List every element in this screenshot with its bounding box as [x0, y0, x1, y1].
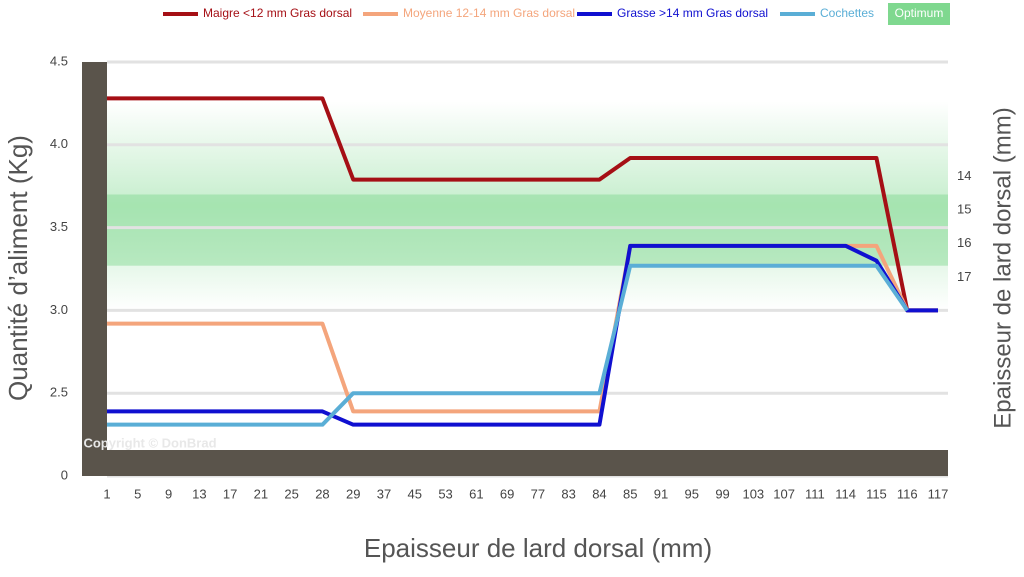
- x-tick-label: 95: [685, 486, 699, 501]
- y-tick-label: 0: [61, 467, 68, 482]
- y-tick-label: 2.5: [50, 385, 68, 400]
- axis-bar: [82, 62, 107, 476]
- y2-tick-label: 16: [957, 235, 971, 250]
- x-tick-label: 37: [377, 486, 391, 501]
- x-tick-label: 111: [805, 486, 825, 501]
- legend-label: Grasse >14 mm Gras dorsal: [617, 6, 768, 20]
- y-tick-label: 4.0: [50, 136, 68, 151]
- y2-tick-label: 14: [957, 168, 971, 183]
- x-tick-label: 115: [866, 486, 887, 501]
- x-tick-label: 103: [742, 486, 764, 501]
- y2-tick-label: 17: [957, 269, 971, 284]
- series-line: [107, 96, 938, 313]
- legend-label: Maigre <12 mm Gras dorsal: [203, 6, 352, 20]
- optimum-band: [107, 101, 948, 311]
- x-tick-label: 116: [897, 486, 918, 501]
- x-tick-label: 61: [469, 486, 483, 501]
- watermark: Copyright © DonBrad: [83, 435, 216, 450]
- legend-swatch: [888, 3, 950, 25]
- x-tick-label: 13: [192, 486, 206, 501]
- x-tick-label: 83: [561, 486, 575, 501]
- x-tick-label: 28: [315, 486, 329, 501]
- optimum-core: [107, 194, 948, 266]
- x-tick-label: 91: [654, 486, 668, 501]
- x-tick-label: 114: [835, 486, 856, 501]
- x-tick-label: 1: [103, 486, 110, 501]
- series-line: [107, 243, 938, 427]
- x-tick-label: 117: [928, 486, 949, 501]
- y-tick-label: 3.0: [50, 302, 68, 317]
- series-line: [107, 263, 909, 427]
- legend-label: Cochettes: [820, 6, 874, 20]
- x-tick-label: 107: [773, 486, 795, 501]
- x-tick-label: 53: [438, 486, 452, 501]
- y-axis-title: Quantité d’aliment (Kg): [3, 135, 33, 401]
- x-tick-label: 9: [165, 486, 172, 501]
- x-tick-label: 29: [346, 486, 360, 501]
- x-tick-label: 21: [254, 486, 268, 501]
- legend-label: Moyenne 12-14 mm Gras dorsal: [403, 6, 575, 20]
- x-tick-label: 77: [531, 486, 545, 501]
- x-tick-label: 25: [284, 486, 298, 501]
- y2-axis-title: Epaisseur de lard dorsal (mm): [989, 107, 1016, 428]
- x-tick-label: 69: [500, 486, 514, 501]
- x-axis-title: Epaisseur de lard dorsal (mm): [364, 533, 712, 563]
- y-tick-label: 4.5: [50, 53, 68, 68]
- x-tick-label: 84: [592, 486, 606, 501]
- legend-label: Optimum: [895, 6, 944, 20]
- x-tick-label: 45: [408, 486, 422, 501]
- y-tick-label: 3.5: [50, 219, 68, 234]
- x-tick-label: 5: [134, 486, 141, 501]
- x-tick-label: 85: [623, 486, 637, 501]
- y2-tick-label: 15: [957, 202, 971, 217]
- x-tick-label: 17: [223, 486, 237, 501]
- axis-bar: [82, 450, 948, 476]
- x-tick-label: 99: [715, 486, 729, 501]
